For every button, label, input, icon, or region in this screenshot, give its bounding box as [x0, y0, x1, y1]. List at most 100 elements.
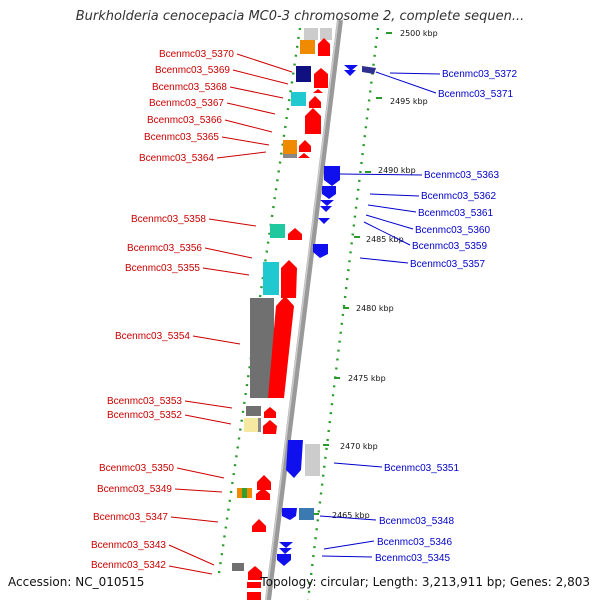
gene-label[interactable]: Bcenmc03_5360	[415, 225, 490, 236]
gene-arrow	[279, 548, 292, 554]
gene-arrow	[281, 260, 297, 298]
tick-label: 2480 kbp	[356, 304, 394, 313]
gene-block	[299, 508, 314, 520]
gene-block	[244, 418, 258, 432]
gene-label[interactable]: Bcenmc03_5349	[97, 484, 172, 495]
gene-block	[270, 224, 285, 238]
gene-label[interactable]: Bcenmc03_5362	[421, 191, 496, 202]
gene-block	[247, 582, 261, 588]
gene-arrow	[322, 186, 336, 199]
gene-label[interactable]: Bcenmc03_5354	[115, 331, 190, 342]
gene-arrow	[286, 440, 303, 478]
tick-label: 2500 kbp	[400, 29, 438, 38]
reverse-genes	[277, 65, 376, 566]
gene-arrow	[318, 218, 330, 224]
gene-arrow	[282, 508, 297, 520]
gene-arrow	[288, 228, 302, 240]
gene-block	[304, 28, 318, 40]
gene-label[interactable]: Bcenmc03_5368	[152, 82, 227, 93]
gene-label[interactable]: Bcenmc03_5361	[418, 208, 493, 219]
gene-label[interactable]: Bcenmc03_5364	[139, 153, 214, 164]
chromosome-backbone	[265, 19, 343, 600]
gene-label[interactable]: Bcenmc03_5369	[155, 65, 230, 76]
gene-arrow	[320, 206, 332, 212]
gene-block	[283, 154, 297, 158]
gene-block	[258, 418, 261, 432]
gene-label[interactable]: Bcenmc03_5370	[159, 49, 234, 60]
gene-block	[296, 66, 311, 82]
gene-arrow	[277, 554, 291, 566]
gene-label[interactable]: Bcenmc03_5350	[99, 463, 174, 474]
gene-label[interactable]: Bcenmc03_5348	[379, 516, 454, 527]
scale-tick-labels: 2500 kbp 2495 kbp 2490 kbp 2485 kbp 2480…	[332, 29, 438, 520]
gene-label[interactable]: Bcenmc03_5365	[144, 132, 219, 143]
map-title: Burkholderia cenocepacia MC0-3 chromosom…	[75, 9, 525, 24]
gene-arrow	[318, 38, 330, 56]
gene-arrow	[344, 70, 356, 76]
gene-block	[246, 406, 261, 416]
gene-arrow	[263, 420, 277, 434]
gene-label[interactable]: Bcenmc03_5372	[442, 69, 517, 80]
tick-label: 2495 kbp	[390, 97, 428, 106]
reverse-gene-labels: Bcenmc03_5372 Bcenmc03_5371 Bcenmc03_536…	[319, 69, 517, 564]
gene-label[interactable]: Bcenmc03_5359	[412, 241, 487, 252]
gene-arrow	[256, 488, 270, 500]
gene-label[interactable]: Bcenmc03_5367	[149, 98, 224, 109]
gene-arrow	[314, 68, 328, 88]
gene-label[interactable]: Bcenmc03_5363	[424, 170, 499, 181]
gene-arrow	[324, 166, 340, 186]
gene-arrow	[344, 65, 358, 71]
gene-block	[300, 40, 315, 54]
gene-arrow	[264, 407, 276, 418]
gene-arrow	[313, 244, 328, 258]
tick-label: 2475 kbp	[348, 374, 386, 383]
gene-block	[247, 592, 261, 600]
gene-label[interactable]: Bcenmc03_5366	[147, 115, 222, 126]
gene-label[interactable]: Bcenmc03_5347	[93, 512, 168, 523]
topology-summary: Topology: circular; Length: 3,213,911 bp…	[260, 575, 590, 589]
gene-label[interactable]: Bcenmc03_5356	[127, 243, 202, 254]
outer-ring-right	[306, 27, 380, 600]
tick-label: 2485 kbp	[366, 235, 404, 244]
gene-label[interactable]: Bcenmc03_5371	[438, 89, 513, 100]
gene-block	[247, 488, 252, 498]
gene-label[interactable]: Bcenmc03_5353	[107, 396, 182, 407]
gene-block	[305, 444, 320, 476]
gene-arrow	[313, 89, 323, 93]
gene-block	[232, 563, 244, 571]
gene-block	[320, 28, 332, 40]
tick-label: 2490 kbp	[378, 166, 416, 175]
gene-block	[242, 488, 247, 498]
gene-arrow	[298, 153, 310, 158]
gene-arrow	[299, 140, 311, 152]
gene-label[interactable]: Bcenmc03_5345	[375, 553, 450, 564]
gene-arrow	[362, 66, 376, 74]
gene-block	[283, 140, 297, 154]
gene-label[interactable]: Bcenmc03_5343	[91, 540, 166, 551]
gene-label[interactable]: Bcenmc03_5342	[91, 560, 166, 571]
tick-label: 2470 kbp	[340, 442, 378, 451]
gene-label[interactable]: Bcenmc03_5351	[384, 463, 459, 474]
gene-arrow	[309, 96, 321, 108]
scale-ticks	[313, 32, 392, 515]
gene-arrow	[268, 296, 294, 398]
gene-block	[291, 92, 306, 106]
accession-text: Accession: NC_010515	[8, 575, 145, 589]
gene-label[interactable]: Bcenmc03_5358	[131, 214, 206, 225]
gene-arrow	[320, 200, 334, 206]
gene-label[interactable]: Bcenmc03_5352	[107, 410, 182, 421]
tick-label: 2465 kbp	[332, 511, 370, 520]
gene-label[interactable]: Bcenmc03_5357	[410, 259, 485, 270]
gene-arrow	[257, 475, 271, 490]
gene-block	[263, 262, 279, 295]
forward-gene-labels: Bcenmc03_5370 Bcenmc03_5369 Bcenmc03_536…	[91, 49, 293, 575]
gene-arrow	[305, 108, 321, 134]
gene-arrow	[252, 519, 266, 532]
gene-arrow	[248, 566, 262, 580]
gene-label[interactable]: Bcenmc03_5355	[125, 263, 200, 274]
gene-block	[237, 488, 242, 498]
forward-genes	[232, 28, 332, 600]
gene-arrow	[279, 542, 293, 548]
gene-label[interactable]: Bcenmc03_5346	[377, 537, 452, 548]
